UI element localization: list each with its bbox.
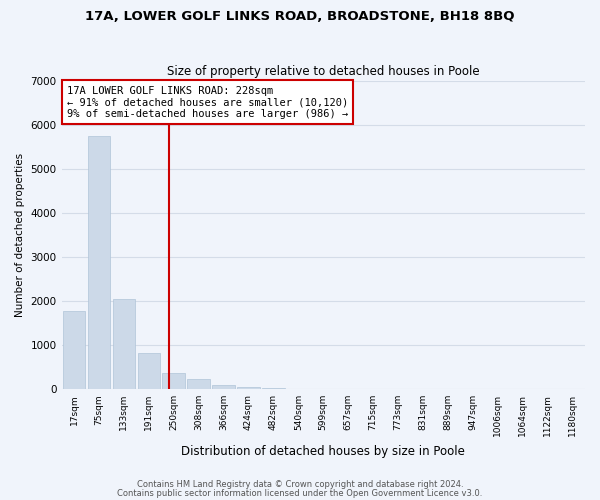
Y-axis label: Number of detached properties: Number of detached properties (15, 153, 25, 317)
Bar (212, 385, 235, 389)
Text: Contains HM Land Registry data © Crown copyright and database right 2024.: Contains HM Land Registry data © Crown c… (137, 480, 463, 489)
Text: 17A LOWER GOLF LINKS ROAD: 228sqm
← 91% of detached houses are smaller (10,120)
: 17A LOWER GOLF LINKS ROAD: 228sqm ← 91% … (67, 86, 348, 119)
Bar (163, 373, 185, 389)
Bar (137, 353, 160, 389)
Bar (113, 298, 135, 389)
Bar (237, 387, 260, 389)
Bar (88, 136, 110, 389)
Bar (287, 388, 310, 389)
Title: Size of property relative to detached houses in Poole: Size of property relative to detached ho… (167, 66, 479, 78)
Bar (63, 311, 85, 389)
X-axis label: Distribution of detached houses by size in Poole: Distribution of detached houses by size … (181, 444, 465, 458)
Text: Contains public sector information licensed under the Open Government Licence v3: Contains public sector information licen… (118, 488, 482, 498)
Bar (262, 388, 284, 389)
Bar (187, 380, 210, 389)
Text: 17A, LOWER GOLF LINKS ROAD, BROADSTONE, BH18 8BQ: 17A, LOWER GOLF LINKS ROAD, BROADSTONE, … (85, 10, 515, 23)
